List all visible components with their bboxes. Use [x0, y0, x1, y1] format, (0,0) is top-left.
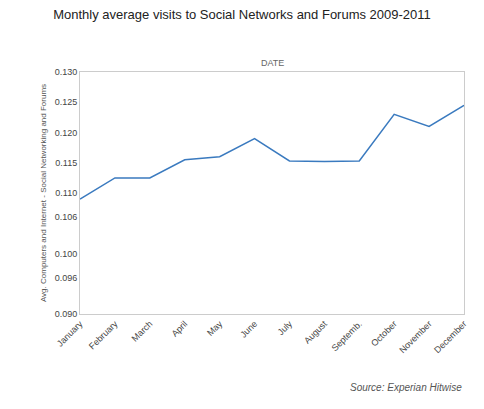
svg-text:February: February: [87, 318, 120, 351]
svg-text:0.096: 0.096: [55, 273, 78, 283]
svg-text:Source: Experian Hitwise: Source: Experian Hitwise: [350, 382, 462, 393]
svg-text:June: June: [238, 319, 259, 340]
svg-text:December: December: [432, 319, 468, 355]
svg-text:Avg. Computers and Internet -: Avg. Computers and Internet - Social Net…: [39, 84, 48, 302]
svg-text:November: November: [397, 319, 433, 355]
svg-text:0.090: 0.090: [55, 309, 78, 319]
svg-text:0.110: 0.110: [55, 188, 77, 198]
svg-text:August: August: [302, 318, 329, 345]
svg-text:0.106: 0.106: [55, 212, 78, 222]
svg-text:0.130: 0.130: [55, 67, 78, 77]
svg-text:May: May: [205, 318, 224, 337]
svg-text:0.125: 0.125: [55, 97, 78, 107]
svg-text:October: October: [369, 319, 399, 349]
svg-text:DATE: DATE: [261, 58, 284, 68]
svg-text:Septemb.: Septemb.: [330, 319, 364, 353]
svg-text:July: July: [276, 318, 295, 337]
svg-text:0.100: 0.100: [55, 249, 78, 259]
svg-text:0.120: 0.120: [55, 128, 78, 138]
svg-text:March: March: [130, 319, 155, 344]
svg-text:April: April: [170, 319, 190, 339]
svg-text:0.115: 0.115: [55, 158, 77, 168]
svg-text:Monthly average visits to Soci: Monthly average visits to Social Network…: [53, 7, 431, 22]
svg-text:January: January: [55, 318, 85, 348]
